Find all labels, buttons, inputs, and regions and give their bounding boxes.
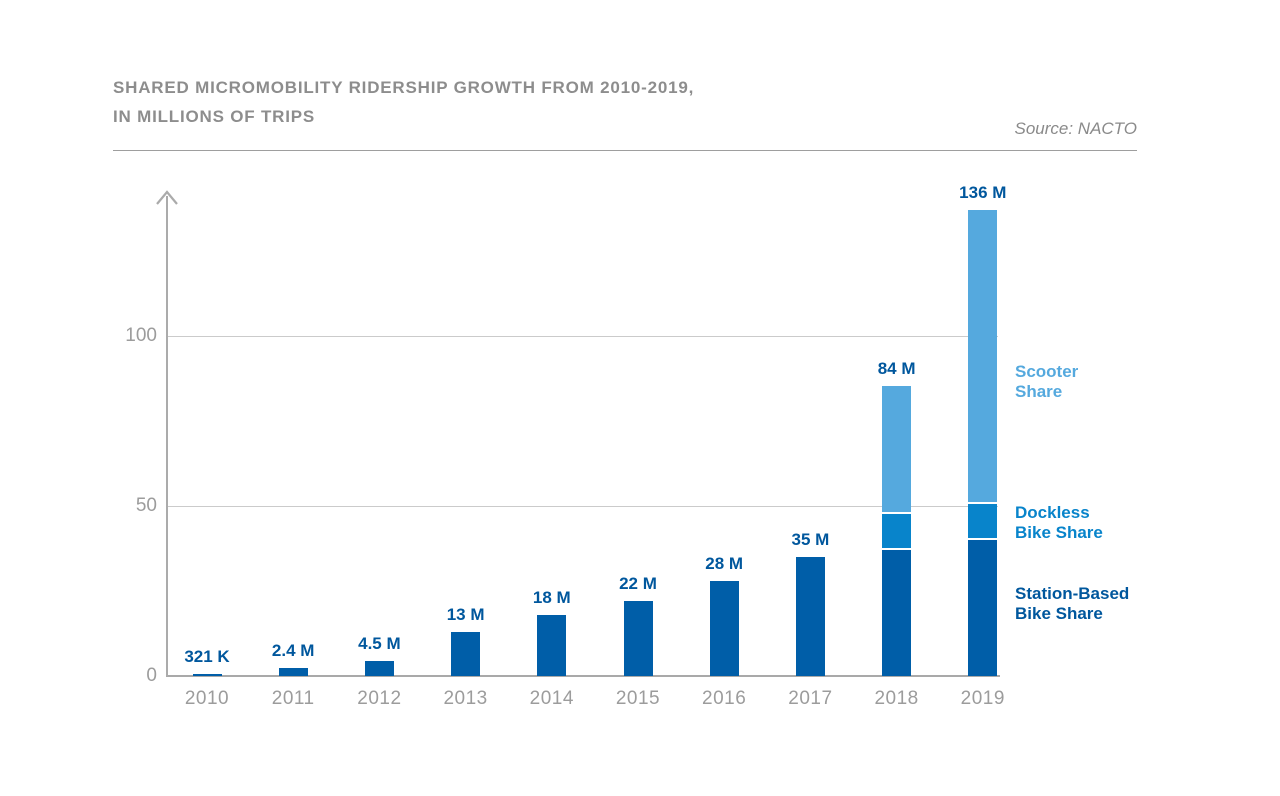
- header-divider: [113, 150, 1137, 151]
- bar-value-label-2018: 84 M: [877, 359, 916, 379]
- bar-value-label-2010: 321 K: [184, 646, 230, 666]
- legend-dockless-bike-share: Dockless Bike Share: [1015, 503, 1103, 543]
- source-attribution: Source: NACTO: [1014, 119, 1137, 138]
- bar-value-label-2019: 136 M: [959, 182, 1007, 202]
- legend-scooter-line2: Share: [1015, 382, 1063, 401]
- x-axis-label-2011: 2011: [271, 688, 315, 709]
- chart-title-line-2: IN MILLIONS OF TRIPS: [113, 107, 316, 126]
- bar-2019-scooter-share: [968, 209, 998, 502]
- bar-2015-station-based-bike-share: [623, 601, 653, 676]
- bar-value-label-2014: 18 M: [532, 587, 571, 607]
- x-axis-label-2012: 2012: [357, 688, 402, 709]
- bar-2018-dockless-bike-share: [882, 514, 912, 549]
- legend-dockless-line1: Dockless: [1015, 503, 1090, 522]
- legend-scooter-share: Scooter Share: [1015, 362, 1078, 402]
- bar-2013-station-based-bike-share: [451, 631, 481, 676]
- bar-2014-station-based-bike-share: [537, 614, 567, 676]
- bar-value-label-2013: 13 M: [446, 604, 485, 624]
- x-axis-label-2014: 2014: [529, 688, 574, 709]
- bar-2010-station-based-bike-share: [192, 673, 222, 676]
- bar-value-label-2017: 35 M: [791, 530, 830, 549]
- chart-title-line-1: SHARED MICROMOBILITY RIDERSHIP GROWTH FR…: [113, 78, 695, 97]
- bar-value-label-2012: 4.5 M: [358, 633, 401, 653]
- x-axis-label-2017: 2017: [788, 688, 833, 709]
- gridline-100: [167, 336, 998, 337]
- y-tick-label-100: 100: [125, 325, 157, 346]
- bar-value-label-2015: 22 M: [619, 574, 657, 594]
- bar-2018-scooter-share: [882, 386, 912, 513]
- bar-2019-dockless-bike-share: [968, 504, 998, 538]
- bar-value-label-2011: 2.4 M: [271, 640, 315, 660]
- gridline-50: [167, 506, 998, 507]
- x-axis-line: [166, 675, 1000, 677]
- legend-station-based-bike-share: Station-Based Bike Share: [1015, 584, 1129, 624]
- legend-station-line2: Bike Share: [1015, 604, 1103, 623]
- legend-station-line1: Station-Based: [1015, 584, 1130, 603]
- bar-2019-station-based-bike-share: [968, 540, 998, 676]
- bar-2016-station-based-bike-share: [709, 580, 739, 676]
- x-axis-label-2010: 2010: [184, 688, 230, 709]
- bar-2017-station-based-bike-share: [795, 557, 825, 676]
- x-axis-label-2019: 2019: [960, 688, 1005, 709]
- x-axis-label-2013: 2013: [443, 688, 488, 709]
- legend-dockless-line2: Bike Share: [1015, 523, 1103, 542]
- y-tick-label-50: 50: [135, 495, 157, 516]
- bar-2012-station-based-bike-share: [364, 660, 394, 676]
- x-axis-label-2018: 2018: [874, 688, 919, 709]
- bar-2018-station-based-bike-share: [882, 550, 912, 676]
- bar-2011-station-based-bike-share: [278, 667, 308, 676]
- legend-scooter-line1: Scooter: [1015, 362, 1079, 381]
- bar-value-label-2016: 28 M: [705, 553, 744, 573]
- x-axis-label-2015: 2015: [615, 688, 661, 709]
- x-axis-label-2016: 2016: [702, 688, 747, 709]
- y-tick-label-0: 0: [146, 665, 157, 686]
- y-axis-arrow-icon: [156, 190, 178, 205]
- y-axis-line: [166, 196, 168, 676]
